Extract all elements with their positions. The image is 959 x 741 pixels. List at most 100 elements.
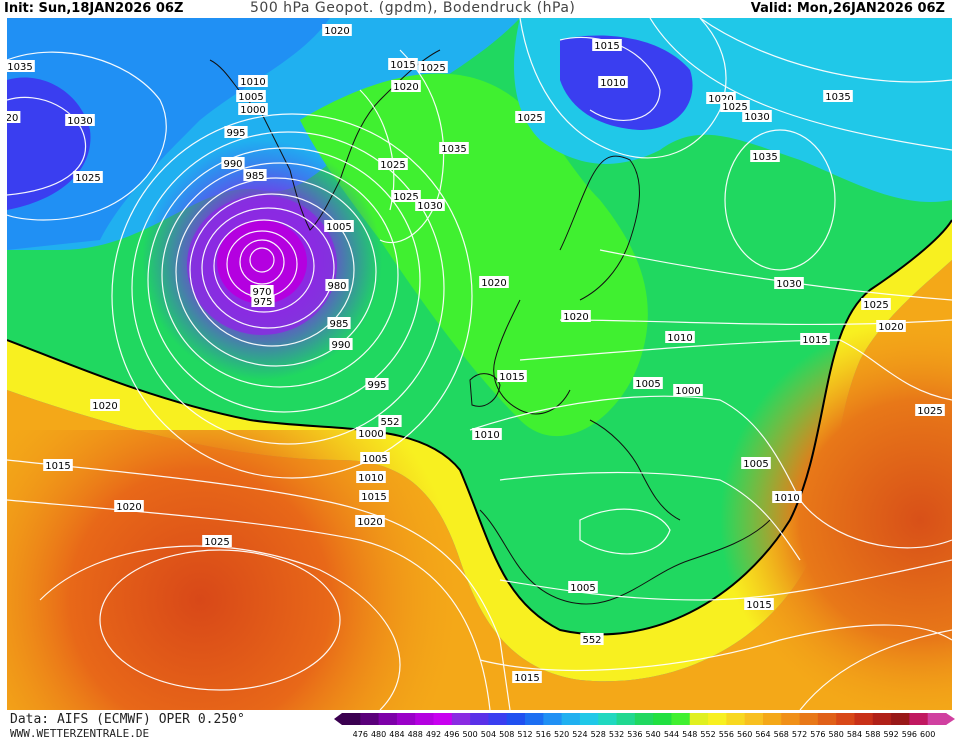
legend-swatch — [616, 713, 636, 725]
legend-tick-label: 576 — [810, 730, 825, 739]
legend-tick-label: 572 — [792, 730, 807, 739]
svg-text:1005: 1005 — [238, 92, 263, 103]
isobar-label: 1020 — [90, 399, 120, 412]
svg-text:552: 552 — [582, 635, 601, 646]
svg-text:1025: 1025 — [204, 537, 229, 548]
isobar-label: 1030 — [742, 110, 772, 123]
map-header: Init: Sun,18JAN2026 06Z 500 hPa Geopot. … — [0, 0, 959, 18]
isobar-label: 1000 — [673, 384, 703, 397]
legend-tick-label: 592 — [883, 730, 898, 739]
legend-tick-label: 496 — [444, 730, 459, 739]
isobar-label: 1015 — [800, 333, 830, 346]
isobar-label: 1035 — [750, 150, 780, 163]
legend-swatch — [488, 713, 508, 725]
color-scale-legend: 476 480 484 488 492 496 500 504 508 512 516 520 524 5… — [334, 713, 955, 739]
weather-map: 1020 1015 1035 1015 1025 1010 1010 1020 1005 1035… — [7, 18, 952, 710]
svg-text:1025: 1025 — [380, 160, 405, 171]
legend-swatch — [799, 713, 819, 725]
svg-text:995: 995 — [226, 128, 245, 139]
legend-swatch — [598, 713, 618, 725]
isobar-label: 1035 — [823, 90, 853, 103]
svg-text:1015: 1015 — [45, 461, 70, 472]
svg-text:1010: 1010 — [774, 493, 799, 504]
isobar-label: 1025 — [73, 171, 103, 184]
legend-swatch — [342, 713, 361, 725]
legend-swatch — [653, 713, 672, 725]
svg-text:975: 975 — [253, 297, 272, 308]
legend-tick-label: 520 — [554, 730, 569, 739]
isobar-label: 1005 — [360, 452, 390, 465]
svg-text:1035: 1035 — [752, 152, 777, 163]
svg-text:1025: 1025 — [517, 113, 542, 124]
legend-swatch — [708, 713, 727, 725]
legend-tick-label: 552 — [700, 730, 715, 739]
legend-swatch — [543, 713, 563, 725]
valid-time-label: Valid: Mon,26JAN2026 06Z — [750, 1, 945, 16]
svg-text:1010: 1010 — [600, 78, 625, 89]
svg-text:20: 20 — [7, 113, 18, 124]
isobar-label: 990 — [221, 157, 245, 170]
svg-text:990: 990 — [223, 159, 242, 170]
legend-swatch — [396, 713, 416, 725]
legend-swatch — [872, 713, 892, 725]
svg-text:1020: 1020 — [92, 401, 117, 412]
svg-text:1035: 1035 — [7, 62, 32, 73]
legend-swatch — [909, 713, 929, 725]
isobar-label: 1000 — [238, 103, 268, 116]
svg-text:995: 995 — [367, 380, 386, 391]
legend-swatch — [854, 713, 874, 725]
legend-swatch — [689, 713, 709, 725]
legend-swatch — [762, 713, 782, 725]
legend-tick-label: 492 — [426, 730, 441, 739]
svg-text:1020: 1020 — [393, 82, 418, 93]
legend-tick-label: 600 — [920, 730, 935, 739]
isobar-label: 1015 — [744, 598, 774, 611]
isobar-label: 1010 — [665, 331, 695, 344]
init-time-label: Init: Sun,18JAN2026 06Z — [4, 1, 184, 16]
legend-tick-label: 560 — [737, 730, 752, 739]
legend-swatch — [433, 713, 453, 725]
svg-text:1000: 1000 — [240, 105, 265, 116]
legend-tick-label: 588 — [865, 730, 880, 739]
legend-tick-label: 584 — [847, 730, 862, 739]
legend-swatch — [781, 713, 801, 725]
isobar-label: 1025 — [861, 298, 891, 311]
isobar-label: 1005 — [236, 90, 266, 103]
svg-text:1015: 1015 — [361, 492, 386, 503]
isobar-label: 1005 — [633, 377, 663, 390]
legend-swatch — [451, 713, 471, 725]
cold-core-west — [7, 77, 91, 210]
svg-text:985: 985 — [329, 319, 348, 330]
svg-text:1030: 1030 — [417, 201, 442, 212]
isobar-label: 1015 — [512, 671, 542, 684]
svg-text:1035: 1035 — [825, 92, 850, 103]
legend-tick-label: 544 — [664, 730, 679, 739]
legend-tick-label: 528 — [591, 730, 606, 739]
legend-tick-label: 504 — [481, 730, 496, 739]
svg-text:1020: 1020 — [481, 278, 506, 289]
isobar-label: 990 — [329, 338, 353, 351]
isobars — [7, 18, 952, 710]
svg-text:1025: 1025 — [917, 406, 942, 417]
isobar-label: 1010 — [472, 428, 502, 441]
isobar-label: 1005 — [568, 581, 598, 594]
isobar-label: 1020 — [876, 320, 906, 333]
isobar-label: 1020 — [391, 80, 421, 93]
svg-text:1025: 1025 — [863, 300, 888, 311]
svg-text:1025: 1025 — [722, 102, 747, 113]
legend-swatch — [927, 713, 947, 725]
isobar-label: 1035 — [439, 142, 469, 155]
svg-text:1020: 1020 — [357, 517, 382, 528]
legend-tick-label: 564 — [755, 730, 770, 739]
svg-text:1015: 1015 — [390, 60, 415, 71]
svg-text:1020: 1020 — [116, 502, 141, 513]
legend-swatch — [634, 713, 654, 725]
legend-tick-label: 516 — [536, 730, 551, 739]
legend-swatch — [579, 713, 599, 725]
svg-text:1005: 1005 — [743, 459, 768, 470]
svg-text:1015: 1015 — [499, 372, 524, 383]
legend-swatch — [360, 713, 380, 725]
isobar-label: 1025 — [515, 111, 545, 124]
legend-tick-label: 512 — [517, 730, 532, 739]
legend-swatch — [525, 713, 544, 725]
